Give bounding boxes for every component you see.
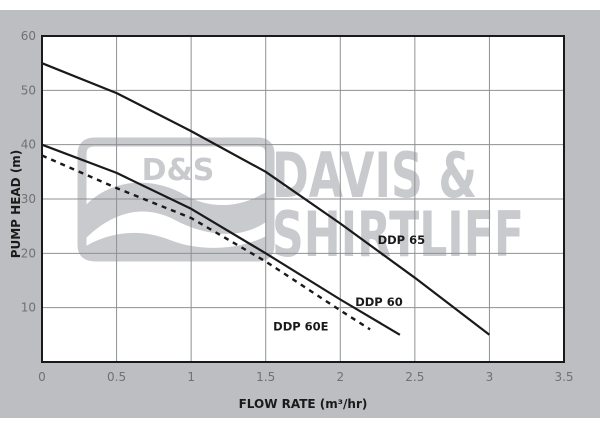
x-tick-label: 2: [336, 370, 344, 384]
series-line-ddp-65: [41, 62, 491, 336]
watermark-badge-outline: [77, 137, 275, 262]
x-tick-label: 0: [38, 370, 46, 384]
x-tick-label: 1: [187, 370, 195, 384]
y-tick-label: 60: [21, 29, 36, 43]
grid-lines: [42, 36, 564, 362]
davis-shirtliff-watermark: D&S DAVIS & SHIRTLIFF: [77, 137, 524, 271]
y-tick-label: 40: [21, 138, 36, 152]
series-line-ddp-60: [41, 143, 401, 336]
series-label-ddp-60e: DDP 60E: [273, 320, 329, 334]
x-tick-label: 1.5: [256, 370, 275, 384]
y-tick-label: 20: [21, 246, 36, 260]
series-lines: [41, 62, 491, 336]
y-tick-label: 50: [21, 83, 36, 97]
x-tick-label: 3: [486, 370, 494, 384]
series-label-ddp-60: DDP 60: [355, 295, 403, 309]
x-axis-ticks: 0 0.5 1 1.5 2 2.5 3 3.5: [38, 370, 573, 384]
series-line-ddp-60e: [41, 154, 371, 331]
series-label-ddp-65: DDP 65: [378, 233, 426, 247]
watermark-wave-icon: [86, 182, 266, 238]
plot-border: [41, 35, 565, 363]
watermark-line2: SHIRTLIFF: [272, 198, 524, 271]
y-tick-label: 10: [21, 301, 36, 315]
watermark-wave-lower: [86, 232, 266, 253]
series-labels: DDP 65 DDP 60 DDP 60E: [273, 233, 425, 334]
x-tick-label: 2.5: [405, 370, 424, 384]
x-tick-label: 0.5: [107, 370, 126, 384]
y-tick-label: 30: [21, 192, 36, 206]
y-axis-ticks: 10 20 30 40 50 60: [21, 29, 36, 315]
x-tick-label: 3.5: [554, 370, 573, 384]
x-axis-title: FLOW RATE (m³/hr): [239, 397, 368, 411]
watermark-badge-text: D&S: [142, 153, 215, 188]
y-axis-title: PUMP HEAD (m): [9, 150, 23, 259]
